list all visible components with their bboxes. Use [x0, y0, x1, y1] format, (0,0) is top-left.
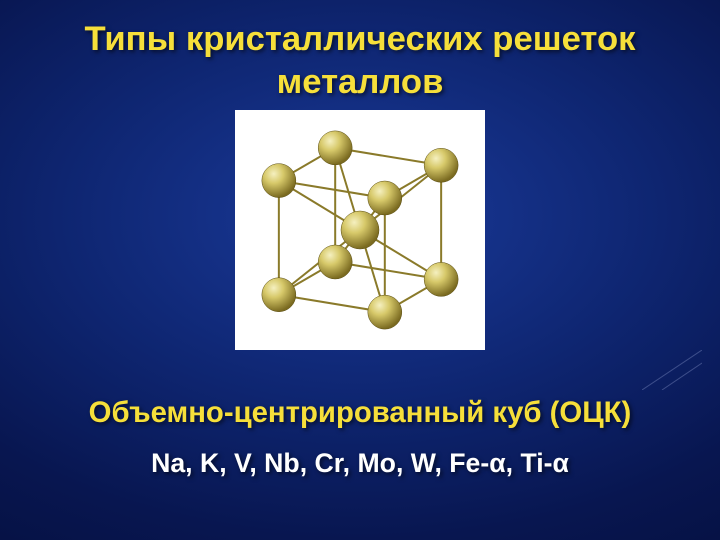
lattice-atoms: [262, 131, 458, 329]
bcc-lattice-svg: [235, 110, 485, 350]
lattice-figure-panel: [235, 110, 485, 350]
title-line-2: металлов: [0, 61, 720, 104]
decorative-lines-icon: [642, 350, 702, 390]
corner-atom: [424, 148, 458, 182]
corner-atom: [424, 262, 458, 296]
corner-atom: [368, 181, 402, 215]
corner-atom: [262, 278, 296, 312]
example-elements: Na, K, V, Nb, Cr, Mo, W, Fe-α, Ti-α: [0, 448, 720, 479]
corner-atom: [262, 164, 296, 198]
corner-atom: [318, 245, 352, 279]
slide-title: Типы кристаллических решеток металлов: [0, 0, 720, 105]
title-line-1: Типы кристаллических решеток: [0, 18, 720, 61]
lattice-name: Объемно-центрированный куб (ОЦК): [0, 396, 720, 430]
corner-atom: [368, 295, 402, 329]
center-atom: [341, 211, 379, 249]
corner-atom: [318, 131, 352, 165]
